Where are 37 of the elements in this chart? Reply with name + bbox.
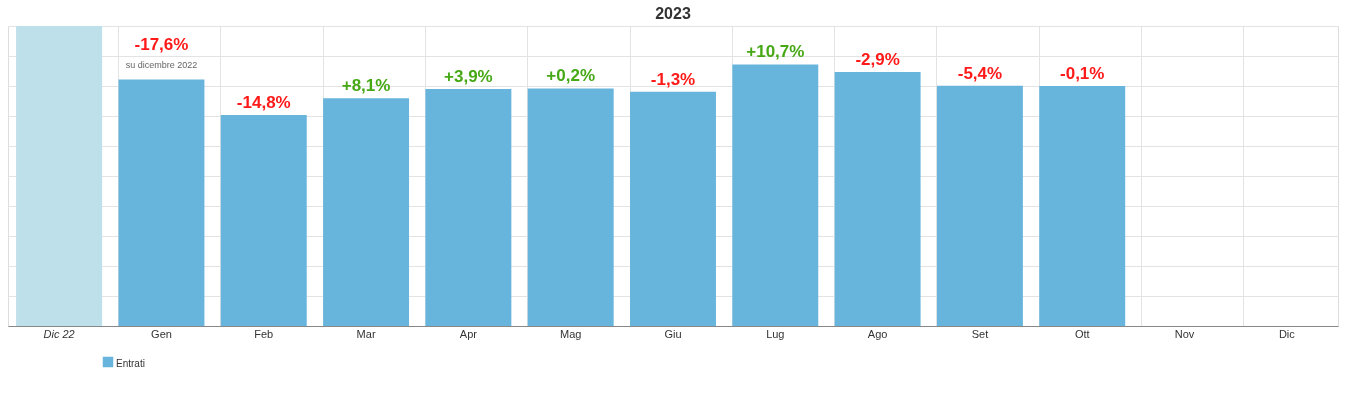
annotation: su dicembre 2022 <box>125 60 198 71</box>
annotation: +0,2% <box>546 66 596 86</box>
annotation: -5,4% <box>957 63 1003 83</box>
annotation: -0,1% <box>1060 64 1105 83</box>
bar <box>425 89 512 326</box>
bar <box>936 85 1023 326</box>
x-tick-label: Set <box>971 327 989 340</box>
bar <box>732 64 819 326</box>
bar <box>118 79 205 326</box>
bar <box>527 88 614 326</box>
annotation: -17,6% <box>134 35 189 55</box>
x-tick-label: Ago <box>867 327 888 340</box>
annotation: +3,9% <box>444 67 493 86</box>
x-tick-label: Apr <box>459 327 478 340</box>
bar <box>1039 86 1126 326</box>
x-tick-label: Gen <box>151 327 172 340</box>
annotation: -14,8% <box>236 93 291 113</box>
annotation: +8,1% <box>341 76 391 96</box>
bar <box>834 71 921 326</box>
x-tick-label: Dic <box>1278 327 1296 340</box>
x-tick-label: Mag <box>559 327 582 340</box>
x-tick-label: Dic 22 <box>43 327 75 340</box>
x-tick-label: Nov <box>1174 327 1195 340</box>
legend-label: Entrati <box>116 358 145 369</box>
bar <box>220 115 307 326</box>
annotation: +10,7% <box>746 42 805 62</box>
annotation: -2,9% <box>855 49 900 69</box>
x-tick-label: Lug <box>766 327 785 340</box>
x-tick-label: Mar <box>356 327 376 340</box>
chart-title: 2023 <box>655 5 691 22</box>
x-tick-label: Ott <box>1074 327 1090 340</box>
x-tick-label: Feb <box>254 327 274 340</box>
x-tick-label: Giu <box>664 327 682 340</box>
annotation: -1,3% <box>650 69 696 89</box>
bar <box>16 26 103 326</box>
bar <box>630 91 716 326</box>
bar <box>323 98 410 326</box>
